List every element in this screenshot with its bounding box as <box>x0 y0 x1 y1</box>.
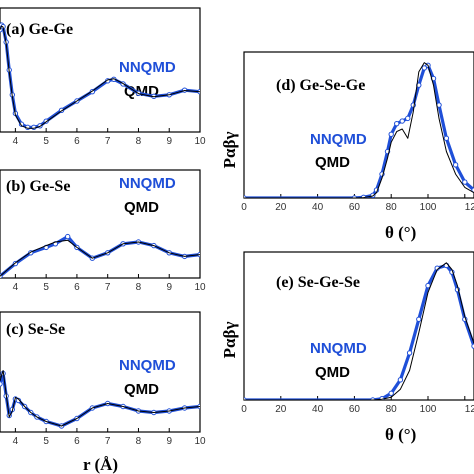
series-line-qmd <box>244 62 474 198</box>
legend-nnqmd-b: NNQMD <box>119 175 176 192</box>
panel-title-d: (d) Ge-Se-Ge <box>276 77 365 94</box>
x-tick-label: 0 <box>241 404 247 415</box>
data-point-nnqmd <box>394 120 400 127</box>
y-axis-label-d: Pαβγ <box>220 132 239 169</box>
x-tick-label: 4 <box>13 436 19 447</box>
data-point-nnqmd <box>244 195 247 198</box>
legend-nnqmd-d: NNQMD <box>310 131 367 148</box>
panel-ge-se-ge: (d) Ge-Se-Ge NNQMD QMD Pαβγ θ (°) 0 20 40 6… <box>220 51 474 242</box>
x-tick-label: 9 <box>166 282 172 293</box>
panel-se-se: (c) Se-Se NNQMD QMD r (Å) 4 5 6 7 8 9 10 <box>0 311 206 474</box>
x-tick-label: 20 <box>275 202 287 213</box>
series-line-qmd <box>0 239 200 277</box>
x-tick-label: 12 <box>465 202 474 213</box>
legend-qmd-d: QMD <box>315 154 350 171</box>
data-point-nnqmd <box>15 397 22 404</box>
panel-se-ge-se: (e) Se-Ge-Se NNQMD QMD Pαβγ θ (°) 0 20 40 6… <box>220 251 474 444</box>
series-line-nnqmd <box>0 23 200 129</box>
x-tick-label: 80 <box>386 404 398 415</box>
axes-frame <box>243 51 474 199</box>
data-point-nnqmd <box>416 316 422 322</box>
legend-nnqmd-e: NNQMD <box>310 340 367 357</box>
x-tick-label: 9 <box>166 436 172 447</box>
x-tick-label: 5 <box>43 282 49 293</box>
x-tick-label: 20 <box>275 404 287 415</box>
data-point-nnqmd <box>462 179 468 185</box>
x-tick-label: 5 <box>43 436 49 447</box>
x-tick-label: 100 <box>420 404 437 415</box>
x-tick-label: 8 <box>136 136 142 147</box>
x-tick-label: 5 <box>43 136 49 147</box>
x-axis-label-d: θ (°) <box>385 223 416 242</box>
data-point-nnqmd <box>421 65 428 71</box>
x-tick-label: 40 <box>312 202 324 213</box>
data-point-nnqmd <box>388 390 394 396</box>
x-tick-label: 40 <box>312 404 324 415</box>
x-tick-label: 4 <box>13 136 19 147</box>
x-tick-label: 8 <box>136 282 142 293</box>
x-tick-label: 10 <box>194 436 206 447</box>
panel-title-b: (b) Ge-Se <box>6 178 70 195</box>
x-tick-label: 0 <box>241 202 247 213</box>
legend-nnqmd-c: NNQMD <box>119 357 176 374</box>
x-tick-label: 80 <box>386 202 398 213</box>
panel-title-a: (a) Ge-Ge <box>6 21 73 38</box>
data-point-nnqmd <box>452 162 459 168</box>
data-point-nnqmd <box>443 135 450 141</box>
y-axis-label-e: Pαβγ <box>220 322 239 359</box>
panel-title-e: (e) Se-Ge-Se <box>276 274 360 291</box>
series-line-qmd <box>0 370 200 427</box>
series-line-qmd <box>244 262 474 400</box>
series-line-nnqmd <box>0 235 200 278</box>
data-point-nnqmd <box>397 377 404 383</box>
x-tick-label: 4 <box>13 282 19 293</box>
x-tick-label: 7 <box>105 436 111 447</box>
series-line-qmd <box>0 25 200 129</box>
data-point-nnqmd <box>425 282 431 289</box>
panel-ge-ge: (a) Ge-Ge NNQMD QMD 4 5 6 7 8 9 10 <box>0 7 206 147</box>
x-tick-label: 9 <box>166 136 172 147</box>
x-axis-label-c: r (Å) <box>83 455 118 474</box>
x-tick-label: 7 <box>105 136 111 147</box>
legend-qmd-e: QMD <box>315 364 350 381</box>
axes-frame <box>0 169 201 279</box>
x-tick-label: 6 <box>74 282 80 293</box>
legend-qmd-b: QMD <box>124 199 159 216</box>
data-point-nnqmd <box>0 381 3 387</box>
panel-title-c: (c) Se-Se <box>6 321 65 338</box>
x-tick-label: 60 <box>349 202 361 213</box>
x-tick-label: 10 <box>194 282 206 293</box>
data-point-nnqmd <box>406 350 413 356</box>
axes-frame <box>0 311 201 433</box>
x-tick-label: 8 <box>136 436 142 447</box>
legend-qmd-c: QMD <box>124 381 159 398</box>
data-point-nnqmd <box>405 115 411 122</box>
data-point-nnqmd <box>388 131 394 137</box>
x-tick-label: 6 <box>74 436 80 447</box>
x-tick-label: 100 <box>420 202 437 213</box>
x-axis-label-e: θ (°) <box>385 425 416 444</box>
legend-nnqmd-a: NNQMD <box>119 59 176 76</box>
data-point-nnqmd <box>64 233 71 240</box>
x-tick-label: 7 <box>105 282 111 293</box>
axes-frame <box>0 7 201 133</box>
x-tick-label: 60 <box>349 404 361 415</box>
series-line-nnqmd <box>0 371 200 428</box>
x-tick-label: 6 <box>74 136 80 147</box>
data-point-nnqmd <box>351 195 358 198</box>
x-tick-label: 10 <box>194 136 206 147</box>
panel-ge-se: (b) Ge-Se NNQMD QMD 4 5 6 7 8 9 10 <box>0 169 206 293</box>
data-point-nnqmd <box>399 118 405 124</box>
x-tick-label: 12 <box>465 404 474 415</box>
